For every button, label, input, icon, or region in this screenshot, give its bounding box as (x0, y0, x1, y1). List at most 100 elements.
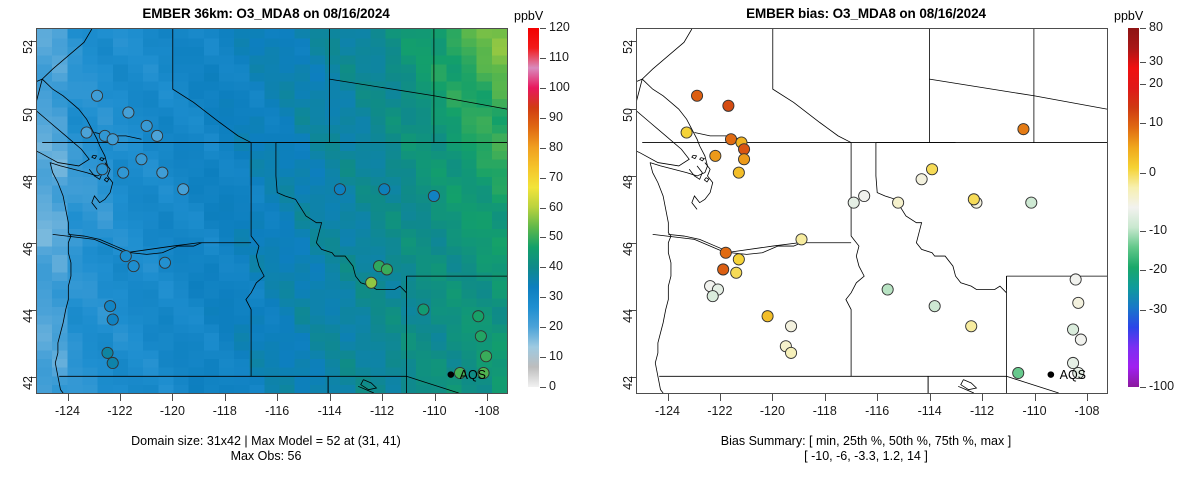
colorbar-tick (540, 57, 546, 59)
colorbar-tick-label: -10 (1149, 222, 1168, 237)
y-axis-tick (629, 242, 636, 244)
caption-line-2: [ -10, -6, -3.3, 1.2, 14 ] (804, 449, 928, 463)
aqs-legend (447, 371, 455, 378)
x-axis-tick-label: -108 (474, 404, 500, 418)
colorbar-tick (1140, 309, 1146, 311)
colorbar-tick-label: 90 (549, 109, 563, 124)
colorbar-tick-label: 50 (549, 229, 563, 244)
colorbar-tick-label: 0 (549, 379, 556, 393)
map-plot-bias (636, 28, 1108, 394)
x-axis-tick (487, 394, 488, 401)
x-axis-tick-label: -116 (265, 404, 290, 418)
colorbar-tick (540, 177, 546, 179)
x-axis-tick-label: -110 (422, 404, 447, 418)
y-axis-tick-label: 50 (21, 107, 35, 122)
x-axis-tick (667, 394, 669, 401)
y-axis-tick-label: 46 (21, 241, 35, 256)
colorbar-tick (1140, 173, 1146, 175)
x-axis-tick-label: -112 (370, 404, 395, 418)
x-axis-tick-label: -110 (1022, 404, 1047, 418)
x-axis-tick (434, 394, 436, 401)
x-axis-tick (824, 394, 826, 401)
caption-model: Domain size: 31x42 | Max Model = 52 at (… (0, 434, 532, 464)
map-boundaries (37, 29, 507, 393)
y-axis-tick (629, 377, 636, 379)
x-axis-tick (982, 394, 984, 401)
aqs-legend-label: AQS (459, 367, 487, 382)
x-axis-tick (172, 394, 174, 401)
x-axis-tick (119, 394, 121, 401)
colorbar-tick (540, 117, 546, 119)
x-axis-tick (772, 394, 774, 401)
colorbar-tick-label: 20 (549, 319, 563, 334)
colorbar-tick (1140, 28, 1146, 29)
x-axis-tick-label: -118 (812, 404, 837, 418)
x-axis-tick (1087, 394, 1088, 401)
colorbar-tick (1140, 62, 1146, 64)
y-axis-tick (29, 41, 36, 43)
colorbar-tick (540, 327, 546, 329)
map-boundaries (637, 29, 1107, 393)
panel-title-model: EMBER 36km: O3_MDA8 on 08/16/2024 (142, 6, 390, 21)
y-axis-tick (629, 310, 636, 312)
colorbar-tick (1140, 83, 1146, 85)
y-axis-tick (29, 108, 36, 110)
colorbar-tick-label: 120 (549, 20, 570, 34)
colorbar-tick-label: 30 (549, 289, 563, 304)
colorbar-tick-label: -30 (1149, 301, 1168, 316)
colorbar-gradient (1128, 28, 1139, 387)
caption-line-1: Domain size: 31x42 | Max Model = 52 at (… (131, 434, 401, 448)
colorbar-tick-label: 40 (549, 259, 563, 274)
colorbar-tick (540, 387, 546, 388)
caption-line-1: Bias Summary: [ min, 25th %, 50th %, 75t… (720, 434, 1012, 448)
x-axis-tick-label: -122 (107, 404, 133, 418)
colorbar-tick-label: 10 (549, 349, 563, 364)
panel-title-bias: EMBER bias: O3_MDA8 on 08/16/2024 (746, 6, 986, 21)
x-axis-tick (1034, 394, 1036, 401)
x-axis-tick-label: -114 (317, 404, 342, 418)
x-axis-tick (67, 394, 69, 401)
y-axis-tick (629, 175, 636, 177)
panel-model: EMBER 36km: O3_MDA8 on 08/16/2024 ppbV 0… (0, 6, 570, 464)
y-axis-tick-label: 46 (621, 241, 635, 256)
colorbar-gradient (528, 28, 539, 387)
x-axis-tick-label: -114 (917, 404, 942, 418)
model-raster-grid (37, 29, 507, 393)
aqs-legend (1047, 371, 1055, 378)
colorbar-tick-label: 0 (1149, 165, 1156, 180)
colorbar-tick (540, 207, 546, 209)
colorbar-unit-label: ppbV (1114, 9, 1144, 23)
x-axis-tick (382, 394, 384, 401)
observation-points (80, 89, 493, 379)
y-axis-tick-label: 48 (21, 174, 35, 189)
caption-line-2: Max Obs: 56 (230, 449, 302, 463)
y-axis-tick-label: 52 (621, 40, 635, 55)
colorbar-tick-label: 80 (1149, 20, 1163, 34)
colorbar-tick (1140, 387, 1146, 388)
x-axis-tick (224, 394, 226, 401)
x-axis-tick-label: -124 (54, 404, 81, 418)
colorbar-tick-label: -100 (1149, 379, 1175, 393)
colorbar-tick (540, 267, 546, 269)
colorbar-tick-label: 10 (1149, 115, 1163, 130)
y-axis-tick-label: 50 (621, 107, 635, 122)
colorbar-tick-label: 80 (549, 139, 563, 154)
x-axis-tick-label: -120 (159, 404, 185, 418)
colorbar-tick-label: 100 (549, 79, 570, 94)
map-canvas-bias (637, 29, 1107, 393)
colorbar-tick-label: 30 (1149, 54, 1163, 69)
panel-bias: EMBER bias: O3_MDA8 on 08/16/2024 ppbV -… (600, 0, 1200, 479)
x-axis-tick-label: -118 (212, 404, 237, 418)
y-axis-tick (629, 108, 636, 110)
colorbar-tick-label: 60 (549, 199, 563, 214)
map-canvas-model (37, 29, 507, 393)
x-axis-tick (719, 394, 721, 401)
y-axis-tick-label: 42 (21, 376, 35, 391)
x-axis-tick-label: -108 (1074, 404, 1100, 418)
y-axis-tick-label: 42 (621, 376, 635, 391)
colorbar-tick (540, 147, 546, 149)
x-axis-tick (277, 394, 279, 401)
observation-points (680, 89, 1087, 379)
map-plot-model (36, 28, 508, 394)
